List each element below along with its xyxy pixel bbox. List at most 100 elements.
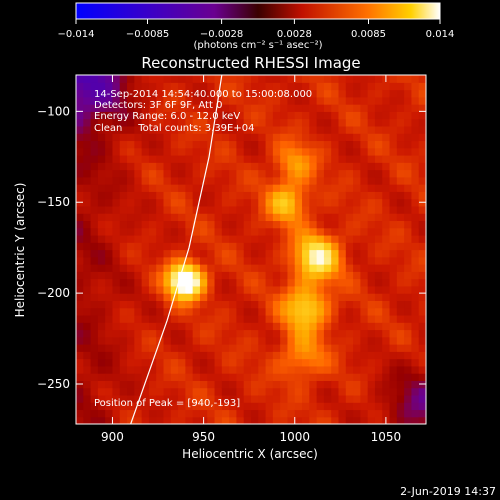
heatmap-cell [105,227,114,236]
heatmap-cell [207,285,216,294]
heatmap-cell [221,344,230,352]
heatmap-cell [272,169,281,178]
heatmap-cell [251,336,259,345]
heatmap-cell [141,118,150,127]
heatmap-cell [265,307,274,316]
heatmap-cell [265,191,274,200]
heatmap-cell [374,125,383,134]
heatmap-cell [309,220,318,229]
heatmap-cell [199,409,208,418]
heatmap-cell [192,278,201,287]
heatmap-cell [156,176,165,185]
heatmap-cell [258,336,267,345]
heatmap-cell [316,387,325,396]
heatmap-cell [207,344,216,352]
heatmap-cell [229,213,238,222]
heatmap-cell [360,314,369,323]
heatmap-cell [418,89,426,98]
heatmap-cell [258,249,267,258]
heatmap-cell [323,140,332,149]
heatmap-cell [178,409,186,418]
heatmap-cell [265,314,274,323]
heatmap-cell [127,227,135,236]
heatmap-cell [221,373,230,381]
heatmap-cell [389,365,398,374]
heatmap-cell [97,111,106,120]
heatmap-cell [221,416,230,424]
heatmap-cell [353,169,361,178]
heatmap-cell [338,300,347,309]
heatmap-cell [265,336,274,345]
heatmap-cell [272,242,281,251]
heatmap-cell [338,387,347,396]
heatmap-cell [353,373,361,381]
x-tick-label: 900 [101,430,124,444]
heatmap-cell [287,125,296,134]
heatmap-cell [265,300,274,309]
heatmap-cell [221,75,230,83]
heatmap-cell [411,118,420,127]
heatmap-cell [185,75,194,83]
heatmap-cell [141,351,150,360]
heatmap-cell [331,96,340,105]
heatmap-cell [294,89,303,98]
heatmap-cell [90,140,99,149]
heatmap-cell [170,191,179,200]
heatmap-cell [294,264,303,272]
heatmap-cell [360,96,369,105]
heatmap-cell [76,278,84,287]
heatmap-cell [287,344,296,352]
heatmap-cell [338,89,347,98]
heatmap-cell [163,140,172,149]
heatmap-cell [163,402,172,411]
heatmap-cell [185,307,194,316]
heatmap-cell [287,256,296,265]
heatmap-cell [97,264,106,272]
heatmap-cell [302,191,310,200]
heatmap-cell [156,133,165,142]
heatmap-cell [214,176,223,185]
heatmap-cell [185,111,194,120]
heatmap-cell [156,198,165,207]
heatmap-cell [294,198,303,207]
heatmap-cell [418,205,426,214]
heatmap-cell [76,409,84,418]
heatmap-cell [396,133,405,142]
heatmap-cell [316,394,325,403]
heatmap-cell [170,416,179,424]
heatmap-cell [76,373,84,381]
heatmap-cell [148,205,157,214]
heatmap-cell [199,242,208,251]
heatmap-cell [178,198,186,207]
heatmap-cell [280,242,289,251]
heatmap-cell [141,184,150,192]
heatmap-cell [214,344,223,352]
heatmap-cell [185,227,194,236]
heatmap-cell [76,387,84,396]
heatmap-cell [229,271,238,280]
heatmap-cell [345,242,354,251]
heatmap-cell [287,169,296,178]
heatmap-cell [258,293,267,301]
heatmap-cell [316,191,325,200]
heatmap-cell [251,365,259,374]
heatmap-cell [134,387,143,396]
heatmap-cell [236,133,245,142]
heatmap-cell [214,191,223,200]
heatmap-cell [316,329,325,338]
heatmap-cell [251,176,259,185]
heatmap-cell [323,89,332,98]
heatmap-cell [229,220,238,229]
heatmap-cell [141,154,150,163]
heatmap-cell [280,191,289,200]
heatmap-cell [374,234,383,243]
heatmap-cell [119,307,128,316]
colorbar-tick-label: 0.014 [426,29,455,40]
heatmap-cell [229,300,238,309]
heatmap-cell [287,278,296,287]
heatmap-cell [331,104,340,112]
heatmap-cell [97,329,106,338]
heatmap-cell [236,322,245,331]
heatmap-cell [302,205,310,214]
heatmap-cell [316,89,325,98]
